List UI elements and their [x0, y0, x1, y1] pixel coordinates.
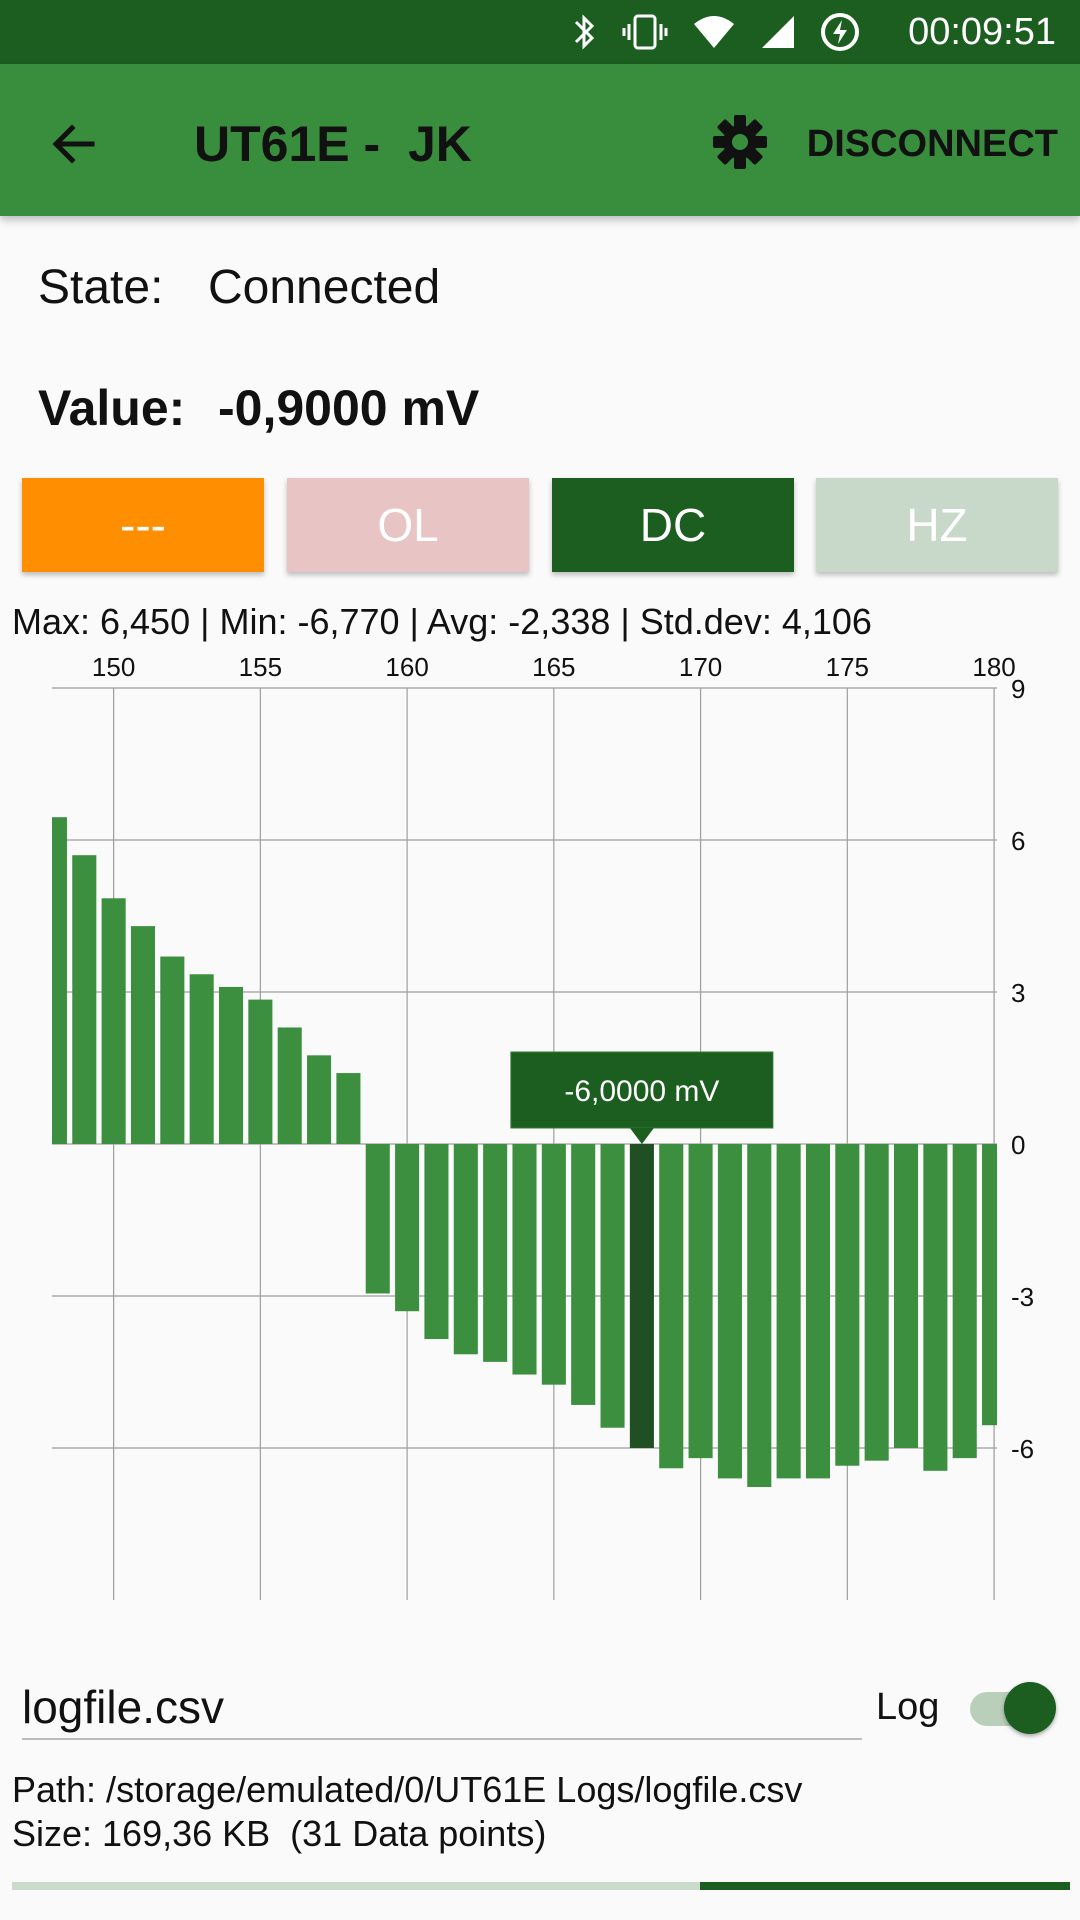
mode-button-ol[interactable]: OL	[287, 478, 529, 572]
progress-bar	[12, 1882, 1070, 1890]
chart-bar	[336, 1073, 361, 1144]
vibrate-icon	[622, 14, 668, 50]
chart-bar	[600, 1144, 625, 1428]
chart-bar	[982, 1144, 997, 1426]
chart-bar	[307, 1055, 332, 1144]
x-tick-label: 175	[826, 652, 869, 682]
chart-bar	[248, 999, 273, 1144]
value-row: Value: -0,9000 mV	[38, 378, 479, 438]
value-reading: -0,9000 mV	[218, 380, 480, 436]
chart-bar	[835, 1144, 860, 1466]
progress-fill	[699, 1882, 1070, 1890]
chart-tooltip-label: -6,0000 mV	[564, 1075, 719, 1108]
stats-summary: Max: 6,450 | Min: -6,770 | Avg: -2,338 |…	[12, 601, 872, 642]
chart-bar	[659, 1144, 684, 1469]
chart-bar	[424, 1144, 449, 1340]
state-label: State:	[38, 261, 164, 314]
y-tick-label: -3	[1011, 1282, 1034, 1312]
wifi-icon	[694, 16, 734, 48]
y-tick-label: 9	[1011, 674, 1025, 704]
disconnect-button[interactable]: DISCONNECT	[806, 123, 1058, 165]
log-size: Size: 169,36 KB (31 Data points)	[12, 1813, 547, 1854]
log-path: Path: /storage/emulated/0/UT61E Logs/log…	[12, 1769, 803, 1810]
bluetooth-icon	[574, 14, 595, 50]
chart-tooltip	[510, 1051, 774, 1129]
status-time: 00:09:51	[908, 11, 1056, 53]
x-tick-label: 160	[385, 652, 428, 682]
mode-button-dc[interactable]: DC	[552, 478, 794, 572]
y-tick-label: 3	[1011, 978, 1025, 1008]
chart-bar	[923, 1144, 948, 1471]
chart-bar	[130, 926, 156, 1144]
toggle-knob	[1004, 1682, 1056, 1734]
chart-bar	[805, 1144, 831, 1479]
app-title: UT61E - JK	[194, 116, 472, 172]
filename-input[interactable]	[22, 1676, 862, 1740]
app-bar: UT61E - JK DISCONNECT	[0, 64, 1080, 216]
y-tick-label: -6	[1011, 1434, 1034, 1464]
chart-bar	[395, 1144, 420, 1312]
chart-bar	[864, 1144, 889, 1461]
chart-bar	[453, 1144, 478, 1355]
status-icons	[572, 12, 860, 52]
gear-icon[interactable]	[710, 112, 770, 172]
chart-bar	[629, 1144, 654, 1448]
y-tick-label: 0	[1011, 1130, 1025, 1160]
chart-bar	[717, 1144, 742, 1479]
log-toggle[interactable]	[966, 1680, 1060, 1736]
chart-bar	[512, 1144, 537, 1375]
chart-bar	[541, 1144, 566, 1385]
chart-bar	[893, 1144, 919, 1448]
chart-bar	[747, 1144, 772, 1488]
mode-button-none[interactable]: ---	[22, 478, 264, 572]
chart-bar	[218, 986, 244, 1144]
mode-button-hz[interactable]: HZ	[816, 478, 1058, 572]
x-tick-label: 150	[92, 652, 135, 682]
chart-bar	[52, 817, 67, 1144]
status-bar: 00:09:51	[0, 0, 1080, 64]
chart-bar	[72, 855, 97, 1144]
chart-bar	[189, 974, 214, 1144]
chart-bar	[571, 1144, 596, 1405]
x-tick-label: 165	[532, 652, 575, 682]
state-value: Connected	[208, 261, 441, 314]
chart-bar	[483, 1144, 508, 1362]
chart-bar	[365, 1144, 390, 1294]
chart-bar	[688, 1144, 713, 1459]
chart-bar	[160, 956, 185, 1144]
battery-charging-icon	[821, 13, 859, 51]
chart-bar	[952, 1144, 977, 1459]
back-arrow-icon[interactable]	[44, 114, 104, 174]
y-tick-label: 6	[1011, 826, 1025, 856]
chart-tooltip-pointer	[629, 1128, 654, 1144]
signal-icon	[762, 16, 794, 48]
state-row: State: Connected	[38, 258, 440, 318]
x-tick-label: 170	[679, 652, 722, 682]
chart-bar	[101, 898, 126, 1144]
value-label: Value:	[38, 380, 186, 436]
chart-bar	[776, 1144, 801, 1479]
chart-bar	[277, 1027, 302, 1144]
x-tick-label: 155	[239, 652, 282, 682]
bar-chart[interactable]: 150 155 160 165 170 175 180 9 6 3 0 -3 -6 -6,0000 mV	[0, 640, 1080, 1620]
x-tick-label: 180	[972, 652, 1015, 682]
log-label: Log	[876, 1686, 940, 1728]
